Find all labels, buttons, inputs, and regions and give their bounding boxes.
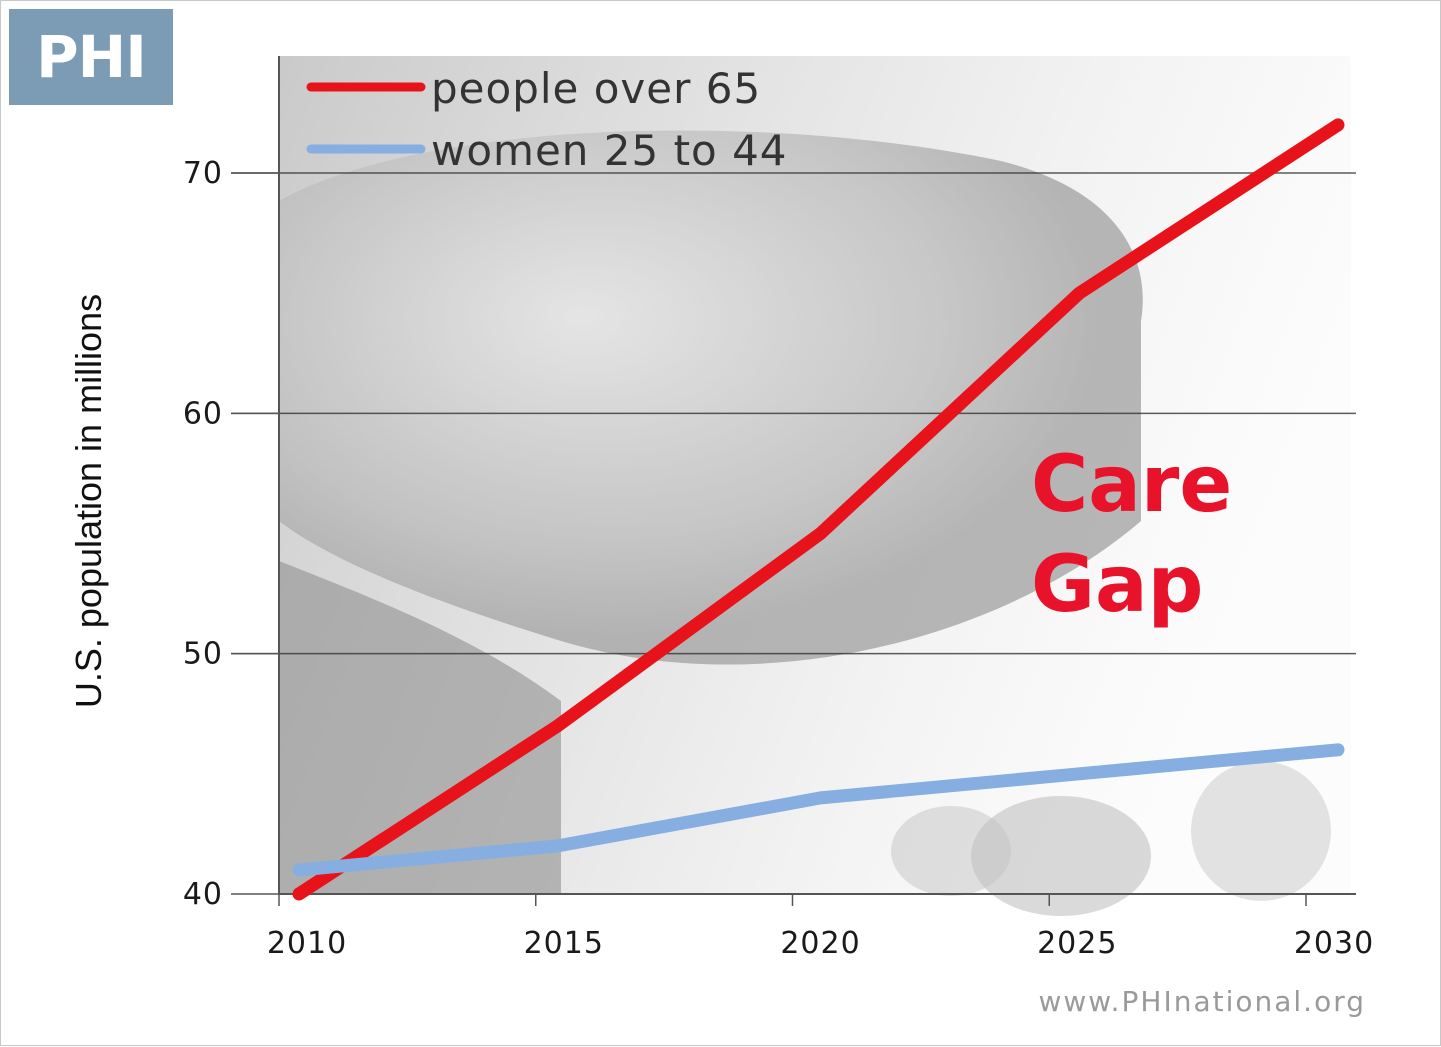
- legend: people over 65 women 25 to 44: [306, 64, 788, 175]
- photo-caregiver-shape-3: [891, 806, 1011, 896]
- series-lines: [292, 118, 1345, 901]
- x-tick-label-2015: 2015: [524, 926, 604, 961]
- source-url: www.PHInational.org: [1038, 985, 1366, 1018]
- phi-logo: PHI: [9, 9, 173, 105]
- y-tick-label-40: 40: [183, 877, 223, 912]
- legend-label-people-over-65: people over 65: [431, 64, 761, 113]
- gridlines: [231, 172, 1356, 655]
- annotation-care: Care: [1031, 440, 1232, 530]
- y-tick-label-50: 50: [183, 637, 223, 672]
- x-tick-label-2030: 2030: [1294, 926, 1374, 961]
- background-photo: [279, 56, 1351, 916]
- x-tick-label-2020: 2020: [780, 926, 860, 961]
- photo-dark-area: [279, 561, 561, 894]
- y-tick-labels: 40 50 60 70: [183, 156, 279, 912]
- x-tick-label-2010: 2010: [267, 926, 347, 961]
- x-tick-labels: 2010 2015 2020 2025 2030: [267, 894, 1374, 961]
- y-tick-label-60: 60: [183, 396, 223, 431]
- photo-face-shape: [279, 130, 1143, 665]
- annotation-gap: Gap: [1031, 540, 1204, 630]
- y-tick-label-70: 70: [183, 156, 223, 191]
- y-axis-title: U.S. population in millions: [68, 294, 109, 708]
- photo-caregiver-shape-2: [1191, 761, 1331, 901]
- series-line-people-over-65: [292, 118, 1345, 901]
- series-line-women-25-to-44: [292, 743, 1345, 877]
- care-gap-annotation: Care Gap: [1031, 440, 1232, 630]
- legend-label-women-25-to-44: women 25 to 44: [431, 126, 788, 175]
- photo-caregiver-shape-1: [971, 796, 1151, 916]
- x-tick-label-2025: 2025: [1037, 926, 1117, 961]
